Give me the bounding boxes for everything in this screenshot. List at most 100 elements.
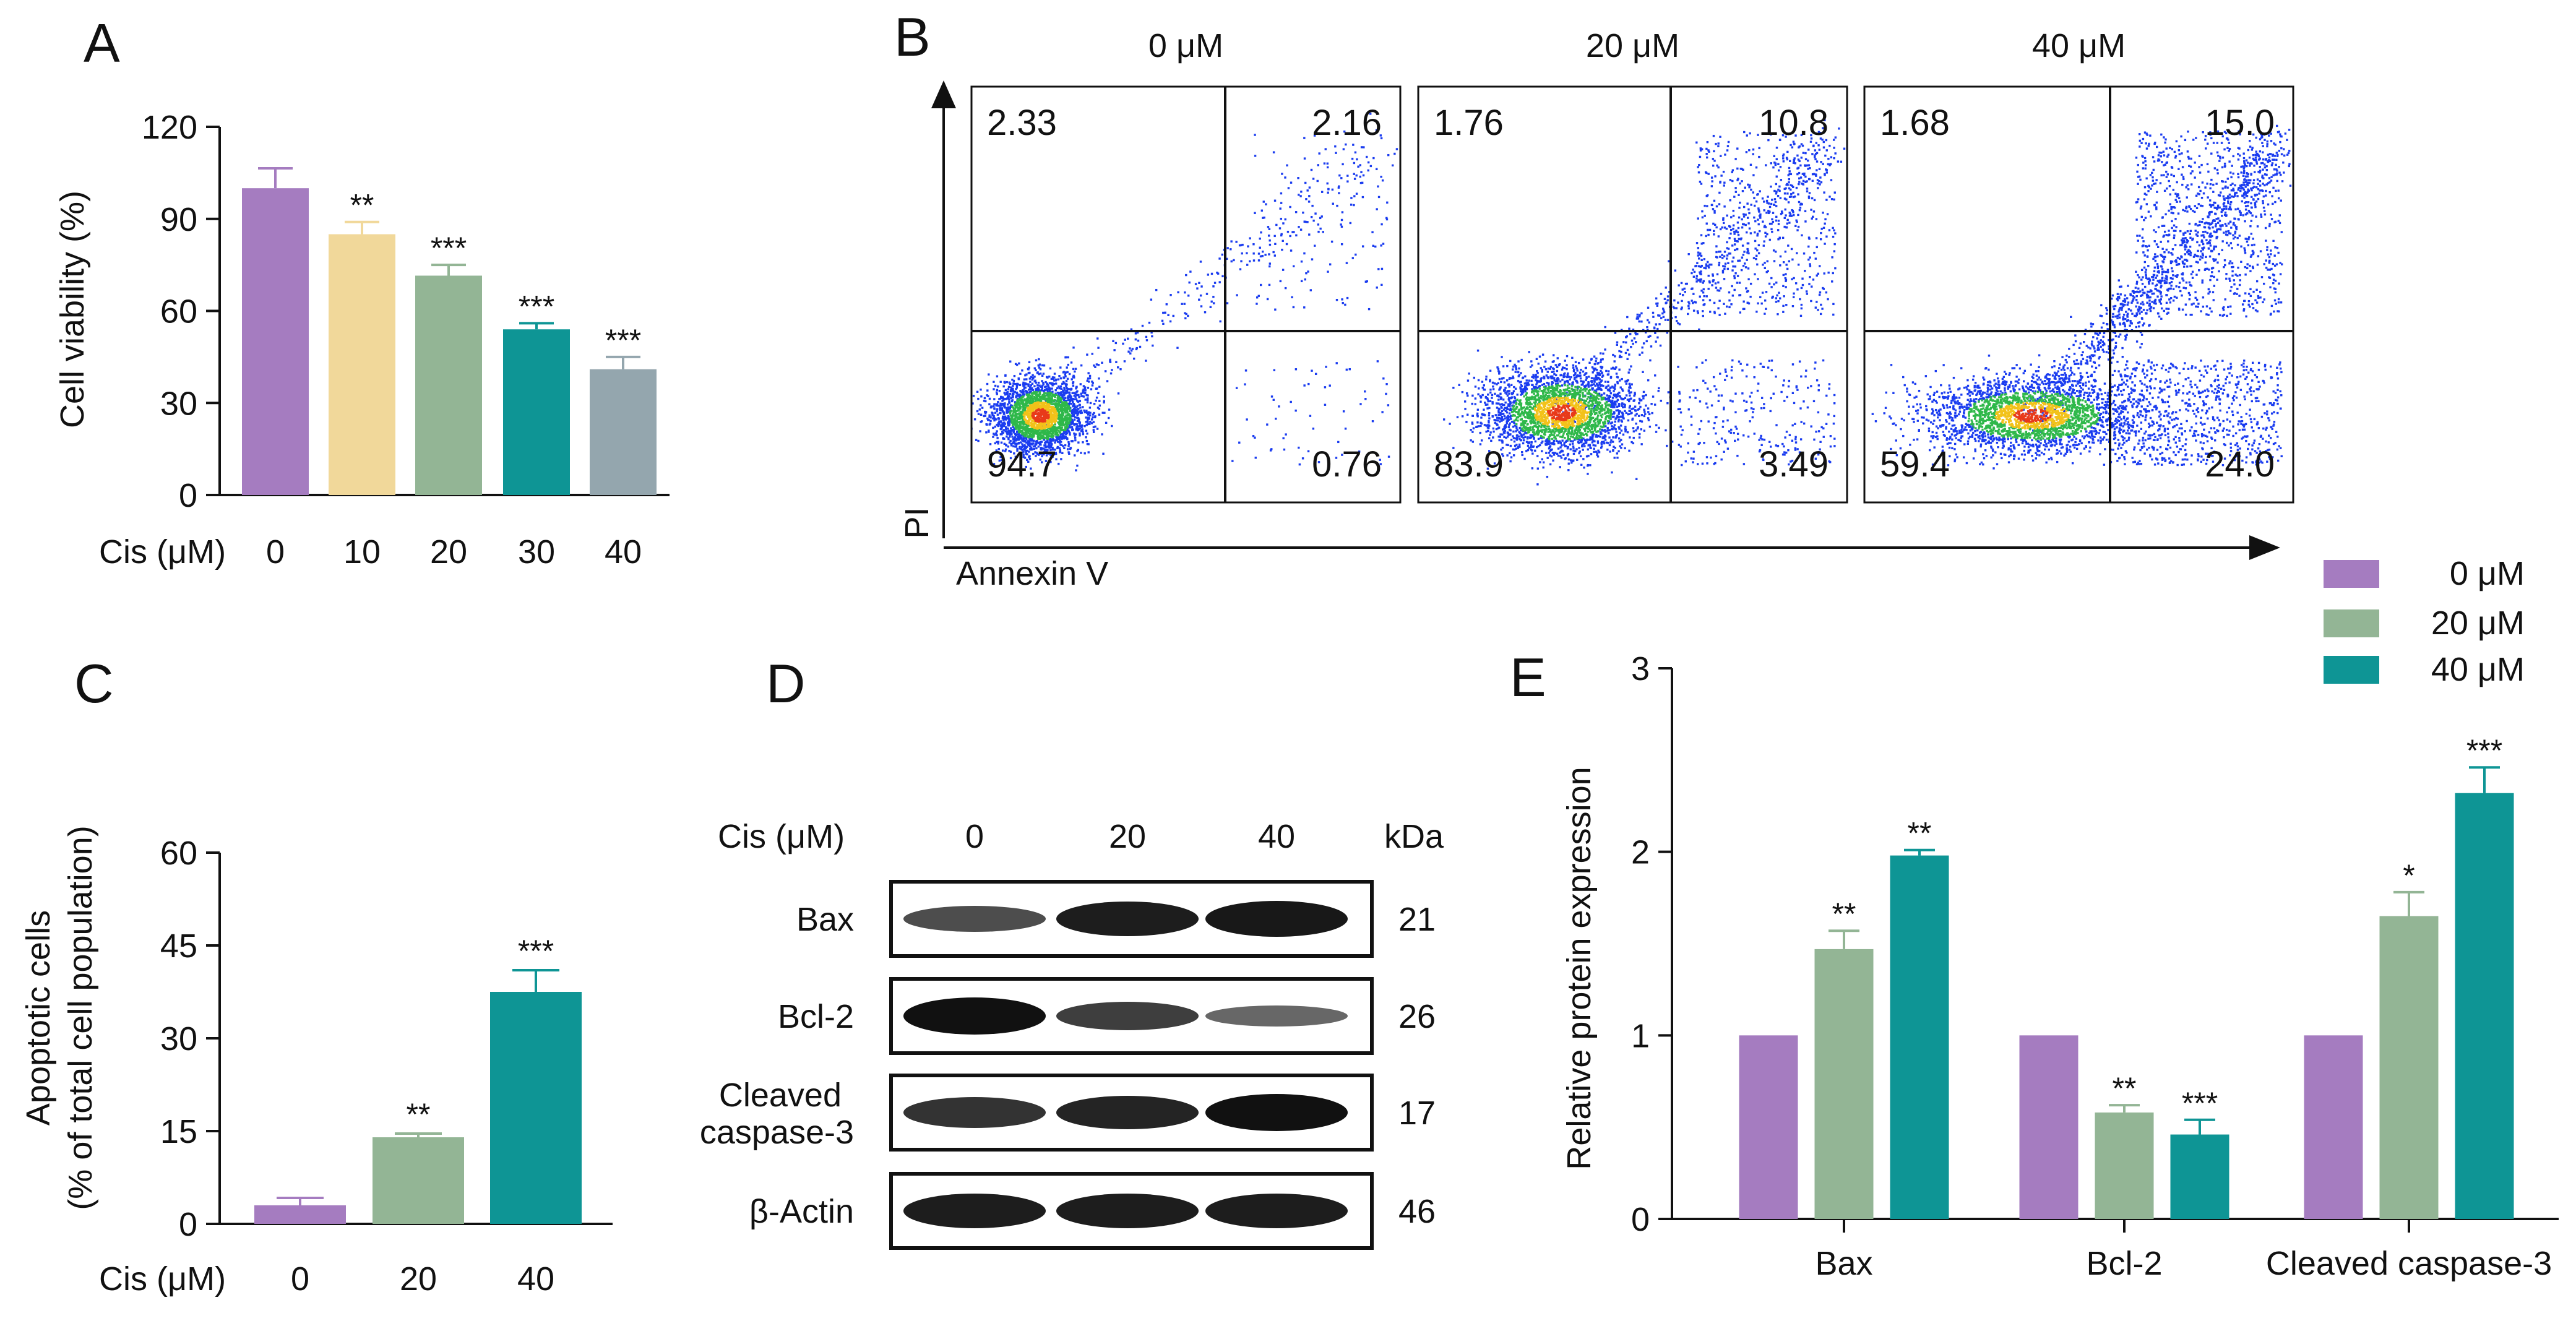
b-event: [1598, 374, 1601, 376]
b-event: [1736, 167, 1739, 170]
b-event: [1800, 421, 1803, 423]
b-event: [1723, 181, 1726, 184]
b-event: [1660, 293, 1663, 295]
b-event: [1027, 397, 1029, 400]
b-event: [1647, 407, 1650, 410]
b-event: [1737, 438, 1739, 441]
b-event: [1738, 360, 1741, 363]
b-event: [1614, 368, 1616, 371]
b-event: [1075, 391, 1078, 394]
b-event: [1499, 436, 1502, 438]
b-event: [1022, 407, 1025, 410]
b-event: [1307, 450, 1310, 452]
b-event: [1804, 152, 1807, 155]
b-event: [1038, 396, 1041, 399]
b-event: [1508, 377, 1511, 380]
b-event: [1350, 204, 1353, 206]
b-event: [1627, 419, 1630, 422]
b-event: [1754, 239, 1757, 243]
b-event: [1819, 265, 1821, 267]
b-event: [1761, 291, 1764, 294]
b-event: [1067, 356, 1069, 359]
b-event: [1346, 180, 1349, 183]
b-event: [1638, 433, 1641, 436]
b-event: [1073, 418, 1076, 421]
b-event: [1764, 267, 1766, 269]
b-event: [997, 448, 1000, 450]
b-event: [1292, 306, 1295, 309]
b-event: [1034, 429, 1037, 432]
b-event: [1517, 379, 1520, 382]
b-event: [1798, 171, 1801, 174]
b-event: [1324, 403, 1327, 406]
b-event: [1702, 282, 1704, 284]
b-event: [1394, 152, 1396, 155]
b-event: [1023, 411, 1027, 414]
b-event: [1289, 235, 1291, 238]
b-event: [1471, 441, 1475, 443]
b-event: [1690, 457, 1692, 460]
b-event: [1317, 164, 1319, 166]
b-event: [1385, 218, 1389, 221]
b-event: [1703, 442, 1705, 444]
b-event: [1678, 390, 1681, 394]
b-event: [1094, 366, 1096, 368]
b-event: [1515, 447, 1517, 450]
b-event: [1055, 418, 1058, 420]
b-event: [1749, 163, 1752, 166]
b-event: [1199, 294, 1202, 297]
b-event: [1314, 244, 1316, 247]
b-event: [1808, 283, 1811, 285]
b-event: [1261, 250, 1264, 253]
b-event: [1037, 423, 1040, 426]
b-event: [1141, 324, 1144, 327]
b-event: [1049, 449, 1052, 452]
b-event: [1541, 458, 1543, 460]
b-event: [1638, 315, 1641, 318]
b-event: [1063, 376, 1066, 379]
b-event: [1834, 152, 1837, 155]
b-event: [1246, 252, 1248, 254]
b-event: [1032, 433, 1034, 435]
b-event: [1077, 429, 1079, 432]
b-event: [1080, 364, 1083, 367]
b-event: [1051, 384, 1054, 387]
b-event: [1050, 407, 1053, 409]
b-event: [1752, 408, 1755, 410]
a-error-bar: [606, 355, 640, 369]
b-event: [1025, 441, 1028, 444]
b-event: [1792, 211, 1794, 213]
b-event: [995, 404, 997, 407]
b-event: [1196, 287, 1199, 290]
b-event: [1635, 333, 1637, 336]
b-event: [1009, 457, 1012, 460]
b-event: [1798, 183, 1800, 186]
b-event: [1541, 370, 1543, 373]
b-event: [1167, 314, 1170, 317]
b-event: [1807, 258, 1810, 261]
b-column-title: 20 μM: [1586, 27, 1679, 64]
b-event: [1065, 423, 1068, 426]
b-event: [1342, 410, 1345, 413]
b-event: [1514, 371, 1517, 373]
b-event: [1027, 411, 1029, 414]
b-event: [1706, 205, 1708, 207]
b-event: [1742, 308, 1745, 311]
b-event: [1825, 394, 1828, 397]
b-event: [1379, 463, 1382, 465]
b-event: [1724, 153, 1726, 156]
b-event: [1775, 183, 1778, 186]
b-event: [1259, 255, 1262, 258]
b-event: [1616, 376, 1619, 379]
b-event: [1741, 180, 1743, 183]
b-event: [1753, 376, 1755, 379]
b-event: [1060, 433, 1062, 436]
b-event: [1596, 454, 1598, 456]
b-event: [1614, 355, 1616, 358]
b-event: [1804, 210, 1807, 212]
b-event: [1619, 431, 1621, 434]
b-event: [1007, 428, 1009, 430]
b-event: [1628, 353, 1630, 356]
b-event: [1667, 391, 1670, 394]
b-event: [1002, 417, 1006, 420]
